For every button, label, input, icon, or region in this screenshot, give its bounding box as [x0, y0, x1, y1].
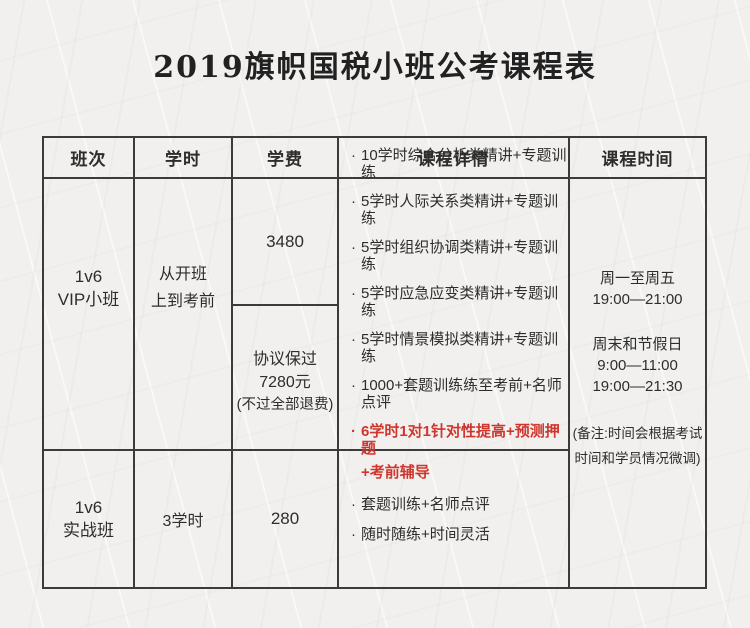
course-detail-item: · 1000+套题训练练至考前+名师点评: [351, 377, 568, 411]
course-detail-text: 5学时组织协调类精讲+专题训练: [361, 239, 559, 273]
vip-fee-protocol-line1: 协议保过: [252, 351, 317, 368]
practice-fee-value: 280: [270, 509, 300, 528]
course-detail-highlight-text2: +考前辅导: [361, 464, 430, 481]
vip-class-line2: VIP小班: [57, 290, 120, 309]
column-header-fee: 学费: [233, 138, 339, 179]
course-detail-text: 随时随练+时间灵活: [361, 525, 490, 543]
bullet-icon: ·: [351, 239, 356, 256]
vip-fee-protocol-cell: 协议保过 7280元 (不过全部退费): [233, 306, 339, 451]
course-detail-highlight-cont: +考前辅导: [351, 464, 430, 481]
practice-fee-cell: 280: [233, 451, 339, 587]
vip-hours-line1: 从开班: [158, 266, 207, 283]
practice-class-line2: 实战班: [63, 521, 114, 540]
column-header-details: 课程详情: [339, 138, 570, 179]
column-header-schedule: 课程时间: [570, 138, 705, 179]
practice-hours-value: 3学时: [162, 513, 204, 530]
practice-hours-cell: 3学时: [135, 451, 233, 587]
vip-fee-standard-cell: 3480: [233, 179, 339, 306]
course-detail-highlight-text: 6学时1对1针对性提高+预测押题: [361, 423, 560, 457]
course-detail-item: · 5学时组织协调类精讲+专题训练: [351, 239, 568, 273]
vip-hours-line2: 上到考前: [150, 293, 215, 310]
course-table: 班次 学时 学费 课程详情 课程时间 1v6 VIP小班 从开班 上到考前 34…: [42, 136, 707, 589]
course-detail-text: 5学时情景模拟类精讲+专题训练: [361, 331, 559, 365]
schedule-cell: 周一至周五 19:00—21:00 周末和节假日 9:00—11:00 19:0…: [570, 179, 705, 587]
bullet-icon: ·: [351, 193, 356, 210]
course-detail-text: 1000+套题训练练至考前+名师点评: [361, 377, 562, 411]
vip-class-cell: 1v6 VIP小班: [44, 179, 135, 451]
course-detail-text: 5学时人际关系类精讲+专题训练: [361, 193, 559, 227]
schedule-weekend-time-evening: 19:00—21:30: [592, 377, 683, 395]
vip-fee-protocol-line3: (不过全部退费): [236, 397, 334, 413]
course-detail-item: · 5学时情景模拟类精讲+专题训练: [351, 331, 568, 365]
course-detail-text: 10学时综合分析类精讲+专题训练: [361, 147, 567, 181]
practice-class-cell: 1v6 实战班: [44, 451, 135, 587]
vip-details-cell: · 10学时综合分析类精讲+专题训练 · 5学时人际关系类精讲+专题训练 · 5…: [339, 147, 570, 481]
bullet-icon: ·: [351, 285, 356, 302]
practice-class-line1: 1v6: [74, 498, 103, 517]
course-detail-item: · 10学时综合分析类精讲+专题训练: [351, 147, 568, 181]
vip-hours-cell: 从开班 上到考前: [135, 179, 233, 451]
schedule-weekend-time-morning: 9:00—11:00: [597, 356, 678, 374]
column-header-hours: 学时: [135, 138, 233, 179]
column-header-class: 班次: [44, 138, 135, 179]
course-detail-highlight: · 6学时1对1针对性提高+预测押题: [351, 423, 568, 457]
course-detail-item: · 5学时应急应变类精讲+专题训练: [351, 285, 568, 319]
course-detail-item: · 5学时人际关系类精讲+专题训练: [351, 193, 568, 227]
bullet-icon: ·: [351, 495, 356, 513]
vip-fee-protocol-line2: 7280元: [259, 374, 311, 391]
course-detail-text: 套题训练+名师点评: [361, 495, 490, 513]
bullet-icon: ·: [351, 377, 356, 394]
schedule-note-line1: (备注:时间会根据考试: [572, 425, 703, 441]
bullet-icon: ·: [351, 423, 356, 440]
course-detail-item: · 随时随练+时间灵活: [351, 526, 490, 543]
schedule-weekday-label: 周一至周五: [599, 269, 675, 287]
course-detail-item: · 套题训练+名师点评: [351, 496, 490, 513]
vip-fee-standard-value: 3480: [266, 231, 304, 251]
bullet-icon: ·: [351, 331, 356, 348]
vip-class-line1: 1v6: [74, 267, 103, 286]
schedule-weekend-label: 周末和节假日: [592, 335, 683, 353]
course-detail-text: 5学时应急应变类精讲+专题训练: [361, 285, 559, 319]
schedule-weekday-time: 19:00—21:00: [592, 290, 683, 308]
practice-details-cell: · 套题训练+名师点评 · 随时随练+时间灵活: [339, 451, 570, 587]
page-title: 2019旗帜国税小班公考课程表: [153, 50, 597, 85]
bullet-icon: ·: [351, 147, 356, 164]
schedule-note-line2: 时间和学员情况微调): [574, 450, 701, 466]
bullet-icon: ·: [351, 525, 356, 543]
